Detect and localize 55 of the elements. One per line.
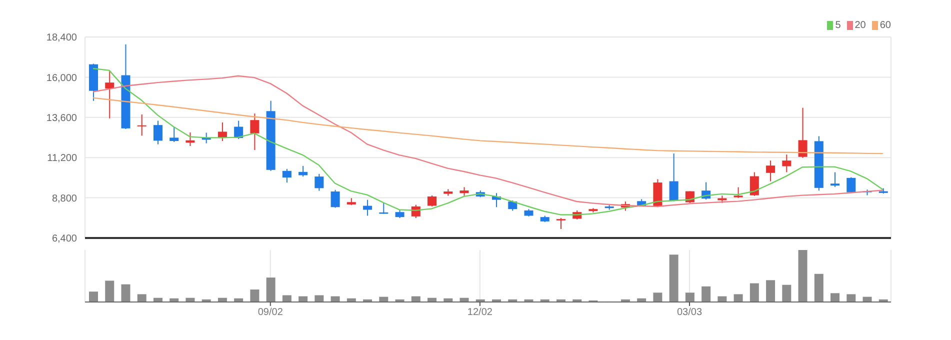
bar [282, 295, 292, 302]
bar [766, 280, 776, 302]
legend-label: 60 [880, 20, 891, 31]
bar [89, 292, 98, 302]
candlestick [782, 154, 792, 173]
candlestick [669, 153, 678, 202]
candlestick [137, 114, 146, 136]
candlestick [734, 186, 743, 198]
bar [266, 278, 276, 302]
bar [846, 294, 856, 302]
candlestick [153, 120, 162, 145]
bar [314, 295, 324, 302]
candlestick [766, 160, 776, 182]
candlestick [798, 107, 808, 158]
candlestick [428, 194, 437, 207]
bar [669, 254, 678, 302]
y-tick-label: 8,800 [52, 193, 78, 204]
candlestick [846, 176, 856, 194]
candlestick [298, 165, 308, 178]
x-tick-label: 09/02 [258, 307, 284, 318]
bar [105, 280, 114, 302]
bar [830, 293, 840, 302]
candlestick [105, 70, 114, 119]
y-tick-label: 18,400 [46, 32, 78, 44]
y-tick-label: 13,600 [46, 112, 78, 124]
x-tick-label: 03/03 [676, 307, 702, 318]
y-tick-label: 6,400 [52, 234, 78, 245]
candlestick [830, 172, 840, 188]
candlestick [234, 120, 244, 140]
x-tick-label: 12/02 [467, 307, 493, 318]
bar [782, 284, 792, 302]
candlestick [653, 178, 662, 208]
bar [734, 294, 743, 302]
candlestick [250, 112, 260, 150]
candlestick [330, 189, 340, 208]
bar [653, 292, 662, 302]
bar [702, 286, 711, 302]
candlestick [363, 199, 372, 216]
candlestick [170, 126, 179, 143]
bar [798, 250, 808, 302]
candlestick [314, 173, 324, 192]
candlestick [750, 172, 759, 196]
candlestick [218, 122, 227, 142]
bar [814, 274, 824, 302]
bar [121, 284, 130, 302]
candlestick [556, 218, 566, 230]
bar [250, 290, 260, 302]
bar [750, 283, 759, 302]
y-tick-label: 16,000 [46, 72, 78, 84]
legend-label: 20 [854, 20, 866, 31]
candlestick [282, 168, 292, 184]
bar [685, 292, 694, 302]
y-tick-label: 11,200 [47, 153, 78, 164]
bar [137, 294, 146, 302]
legend-label: 5 [835, 20, 841, 31]
